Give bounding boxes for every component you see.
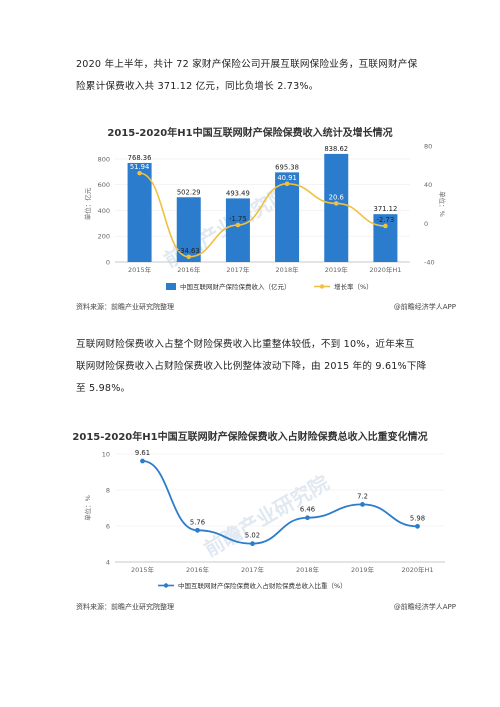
growth-value-label: -2.73 [377,216,395,224]
legend-line-label: 增长率（%） [334,282,373,291]
y2-tick-label: -40 [424,259,435,267]
growth-value-label: 51.94 [130,163,149,171]
bar-value-label: 838.62 [324,145,348,153]
chart2-source: 资料来源：前瞻产业研究院整理 [76,603,174,611]
y-tick-label: 800 [98,155,110,163]
x-tick-label: 2019年 [325,265,349,274]
x-tick-label: 2016年 [177,265,201,274]
x-tick-label: 2018年 [276,265,300,274]
premium-ratio-chart: 前瞻产业研究院 4 6 8 10 单位：% 9.61 2015年 5.76 2016年 5.02 20… [83,449,445,590]
paragraph-line: 至 5.98%。 [76,383,131,394]
y2-tick-label: 0 [424,220,428,228]
growth-point [137,170,142,176]
y-axis-label: 单位：% [83,495,92,521]
ratio-point [140,458,145,464]
premium-income-chart: 前瞻产业研究院0200400600800-4004080单位：亿元单位：%768… [83,143,447,292]
ratio-point [195,527,200,533]
ratio-value-label: 5.02 [245,532,260,540]
intro-paragraph: 2020 年上半年，共计 72 家财产保险公司开展互联网保险业务，互联网财产保 … [76,54,436,98]
ratio-value-label: 6.46 [300,506,315,514]
y-tick-label: 0 [106,259,110,267]
bar [324,153,349,262]
x-tick-label: 2016年 [186,565,210,574]
x-tick-label: 2015年 [131,565,155,574]
growth-point [186,254,192,260]
x-tick-label: 2018年 [296,565,320,574]
y-tick-label: 10 [102,451,110,459]
y-tick-label: 6 [106,523,110,531]
ratio-value-label: 7.2 [357,492,368,500]
bar-value-label: 768.36 [128,154,152,162]
bar-value-label: 371.12 [374,205,398,213]
ratio-value-label: 5.76 [190,518,205,526]
x-tick-label: 2015年 [128,265,152,274]
bar [275,172,300,262]
ratio-value-label: 5.98 [410,514,425,522]
legend-bar-swatch [166,283,176,290]
watermark: 前瞻产业研究院 [200,471,333,562]
ratio-point [250,541,255,547]
chart2-title: 2015-2020年H1中国互联网财产保险保费收入占财险保费总收入比重变化情况 [72,432,428,443]
legend-line-marker [319,284,325,289]
bar [176,197,201,262]
bar [373,214,398,262]
y-tick-label: 4 [106,559,110,567]
paragraph-line: 险累计保费收入共 371.12 亿元，同比负增长 2.73%。 [76,81,319,92]
bar-value-label: 695.38 [275,163,299,171]
growth-value-label: 20.6 [329,193,344,201]
ratio-point [305,515,310,521]
legend-bar-label: 中国互联网财产保险保费收入（亿元） [180,282,291,291]
bar-value-label: 502.29 [177,188,201,196]
chart1-title: 2015-2020年H1中国互联网财产保险保费收入统计及增长情况 [107,128,393,139]
paragraph-line: 2020 年上半年，共计 72 家财产保险公司开展互联网保险业务，互联网财产保 [76,59,418,70]
ratio-point [415,523,420,529]
paragraph-line: 互联网财险保费收入占整个财险保费收入比重整体较低，不到 10%，近年来互 [76,339,415,350]
y2-tick-label: 80 [424,143,432,151]
y2-tick-label: 40 [424,181,432,189]
growth-point [333,201,339,206]
x-tick-label: 2020年H1 [369,265,401,274]
bar-value-label: 493.49 [226,189,250,197]
bar [127,162,152,262]
growth-point [235,222,241,228]
legend-line-marker [163,583,169,588]
y-tick-label: 400 [98,207,110,215]
growth-value-label: -34.63 [178,247,200,255]
y-tick-label: 8 [106,487,110,495]
chart2-source-brand: @前瞻经济学人APP [393,603,456,611]
growth-value-label: 40.91 [277,174,296,182]
x-tick-label: 2020年H1 [401,565,433,574]
x-tick-label: 2017年 [241,565,265,574]
chart1-source: 资料来源：前瞻产业研究院整理 [76,303,174,311]
y-tick-label: 600 [98,181,110,189]
legend-line-label: 中国互联网财产保险保费收入占财险保费总收入比重（%） [178,581,347,590]
ratio-line [142,460,418,545]
ratio-value-label: 9.61 [135,449,150,457]
growth-point [284,181,290,187]
ratio-paragraph: 互联网财险保费收入占整个财险保费收入比重整体较低，不到 10%，近年来互 联网财… [76,334,436,400]
bar [225,198,250,262]
x-tick-label: 2017年 [226,265,250,274]
growth-value-label: -1.75 [229,215,247,223]
x-tick-label: 2019年 [351,565,375,574]
growth-point [383,223,388,229]
paragraph-line: 联网财险保费收入占财险保费收入比例整体波动下降，由 2015 年的 9.61%下… [76,361,427,372]
chart1-source-brand: @前瞻经济学人APP [393,303,456,311]
ratio-point [360,502,365,507]
y-axis-label: 单位：亿元 [83,187,92,220]
y2-axis-label: 单位：% [438,191,447,217]
y-tick-label: 200 [98,233,110,241]
